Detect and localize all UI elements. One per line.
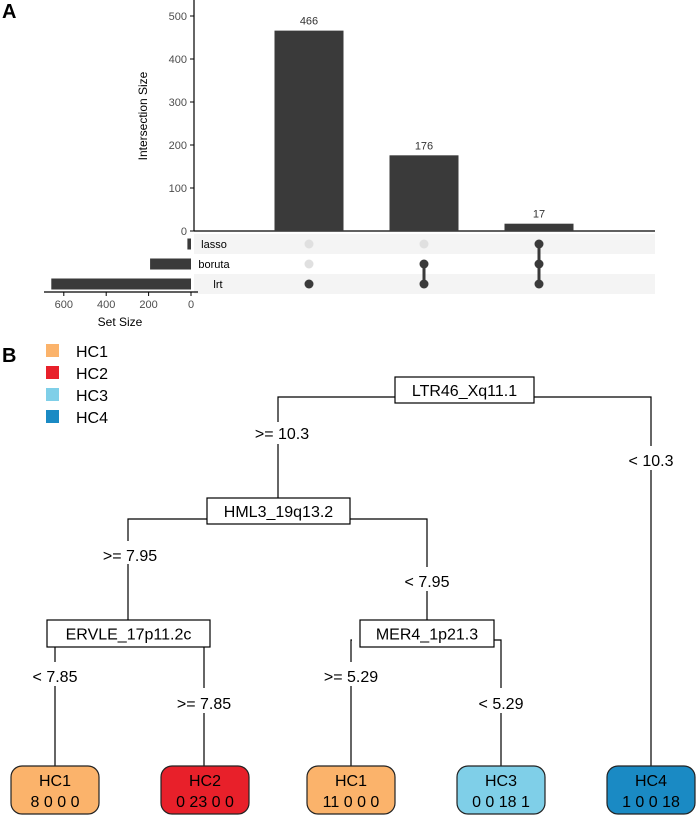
split-node-label: MER4_1p21.3 <box>376 627 478 644</box>
intersection-bar-value: 176 <box>415 140 433 152</box>
intersection-size-axis-title: Intersection Size <box>136 71 150 160</box>
matrix-dot-inactive <box>304 259 314 269</box>
legend-label-hc4: HC4 <box>76 410 108 427</box>
tree-edge <box>534 396 652 766</box>
leaf-node-hc2 <box>160 765 250 815</box>
set-size-tick-label: 200 <box>139 299 157 311</box>
legend-swatch-hc4 <box>46 410 59 423</box>
legend-swatch-hc1 <box>46 344 59 357</box>
split-label: < 5.29 <box>479 696 524 713</box>
matrix-dot-inactive <box>304 239 314 249</box>
split-node-label: HML3_19q13.2 <box>224 504 334 521</box>
leaf-counts: 0 23 0 0 <box>176 794 234 811</box>
y-tick-label: 200 <box>169 140 187 152</box>
split-label: >= 10.3 <box>255 426 309 443</box>
tree-split-nodes: LTR46_Xq11.1 HML3_19q13.2 ERVLE_17p11.2c ME… <box>46 376 535 648</box>
set-size-chart: lasso boruta lrt 600 400 200 0 <box>44 238 230 311</box>
split-label: >= 7.95 <box>103 548 157 565</box>
split-label: < 10.3 <box>629 453 674 470</box>
y-tick-label: 300 <box>169 97 187 109</box>
split-label-bg <box>28 662 82 686</box>
matrix-dot-active <box>304 279 314 289</box>
leaf-counts: 1 0 0 18 <box>622 794 680 811</box>
leaf-counts: 8 0 0 0 <box>31 794 80 811</box>
legend-label-hc3: HC3 <box>76 388 108 405</box>
leaf-class-label: HC2 <box>189 773 221 790</box>
split-label-bg <box>320 662 382 686</box>
matrix-dot-active <box>534 259 544 269</box>
split-node-box <box>206 497 351 525</box>
set-name-lrt: lrt <box>213 279 222 291</box>
leaf-node-hc3 <box>456 765 546 815</box>
set-size-bar-lasso <box>187 238 191 250</box>
set-size-bar-boruta <box>150 258 191 270</box>
split-label-bg <box>251 422 313 444</box>
leaf-counts: 11 0 0 0 <box>323 794 380 811</box>
intersection-bar-value: 466 <box>300 16 318 28</box>
split-label: < 7.95 <box>405 574 450 591</box>
split-label-bg <box>99 541 161 564</box>
y-tick-label: 100 <box>169 183 187 195</box>
split-node-box <box>394 376 535 404</box>
tree-edges: >= 10.3 < 10.3 >= 7.95 < 7.95 < 7.85 >= 7.85 >… <box>28 396 678 766</box>
matrix-dot-active <box>419 279 429 289</box>
y-tick-label: 0 <box>181 226 187 238</box>
split-label: < 7.85 <box>33 669 78 686</box>
leaf-class-label: HC1 <box>39 773 71 790</box>
split-node-box <box>46 619 211 648</box>
set-size-tick-label: 600 <box>55 299 73 311</box>
legend-label-hc1: HC1 <box>76 344 108 361</box>
intersection-size-axis: 0 100 200 300 400 500 <box>169 0 655 238</box>
intersection-bar-value: 17 <box>533 209 545 221</box>
set-name-boruta: boruta <box>198 259 230 271</box>
intersection-bar <box>504 223 574 231</box>
set-size-tick-label: 0 <box>188 299 194 311</box>
leaf-node-hc4 <box>606 765 696 815</box>
panel-b-label: B <box>2 345 16 367</box>
split-node-box <box>359 619 495 648</box>
y-tick-label: 500 <box>169 11 187 23</box>
tree-edge <box>127 518 207 620</box>
leaf-class-label: HC3 <box>485 773 517 790</box>
leaf-class-label: HC4 <box>635 773 667 790</box>
leaf-counts: 0 0 18 1 <box>472 794 530 811</box>
set-name-lasso: lasso <box>201 239 227 251</box>
set-size-bar-lrt <box>51 278 192 290</box>
split-label-bg <box>474 688 528 713</box>
matrix-dot-inactive <box>419 239 429 249</box>
intersection-bar <box>389 155 459 231</box>
class-legend: HC1 HC2 HC3 HC4 <box>46 344 108 427</box>
intersection-bar <box>274 30 344 232</box>
tree-edge <box>350 639 352 766</box>
tree-leaf-nodes: HC1 8 0 0 0 HC2 0 23 0 0 HC1 11 0 0 0 HC3 0 0 1… <box>10 765 696 815</box>
split-label: >= 7.85 <box>177 696 231 713</box>
matrix-dot-active <box>534 239 544 249</box>
split-node-label: LTR46_Xq11.1 <box>412 383 517 400</box>
tree-edge <box>494 639 502 766</box>
intersection-bars: 466 176 17 <box>274 16 574 232</box>
set-size-tick-label: 400 <box>97 299 115 311</box>
legend-label-hc2: HC2 <box>76 366 108 383</box>
matrix-dot-active <box>419 259 429 269</box>
legend-swatch-hc2 <box>46 366 59 379</box>
matrix-dot-active <box>534 279 544 289</box>
split-label: >= 5.29 <box>324 669 378 686</box>
split-label-bg <box>400 567 454 591</box>
y-tick-label: 400 <box>169 54 187 66</box>
leaf-class-label: HC1 <box>335 773 367 790</box>
split-label-bg <box>173 688 235 713</box>
leaf-node-hc1 <box>306 765 396 815</box>
leaf-node-hc1 <box>10 765 100 815</box>
legend-swatch-hc3 <box>46 388 59 401</box>
split-label-bg <box>624 446 678 470</box>
split-node-label: ERVLE_17p11.2c <box>66 627 192 644</box>
tree-edge <box>277 396 395 498</box>
panel-a-label: A <box>2 1 16 23</box>
set-size-axis-title: Set Size <box>98 315 143 329</box>
upset-matrix-dots <box>304 239 544 289</box>
